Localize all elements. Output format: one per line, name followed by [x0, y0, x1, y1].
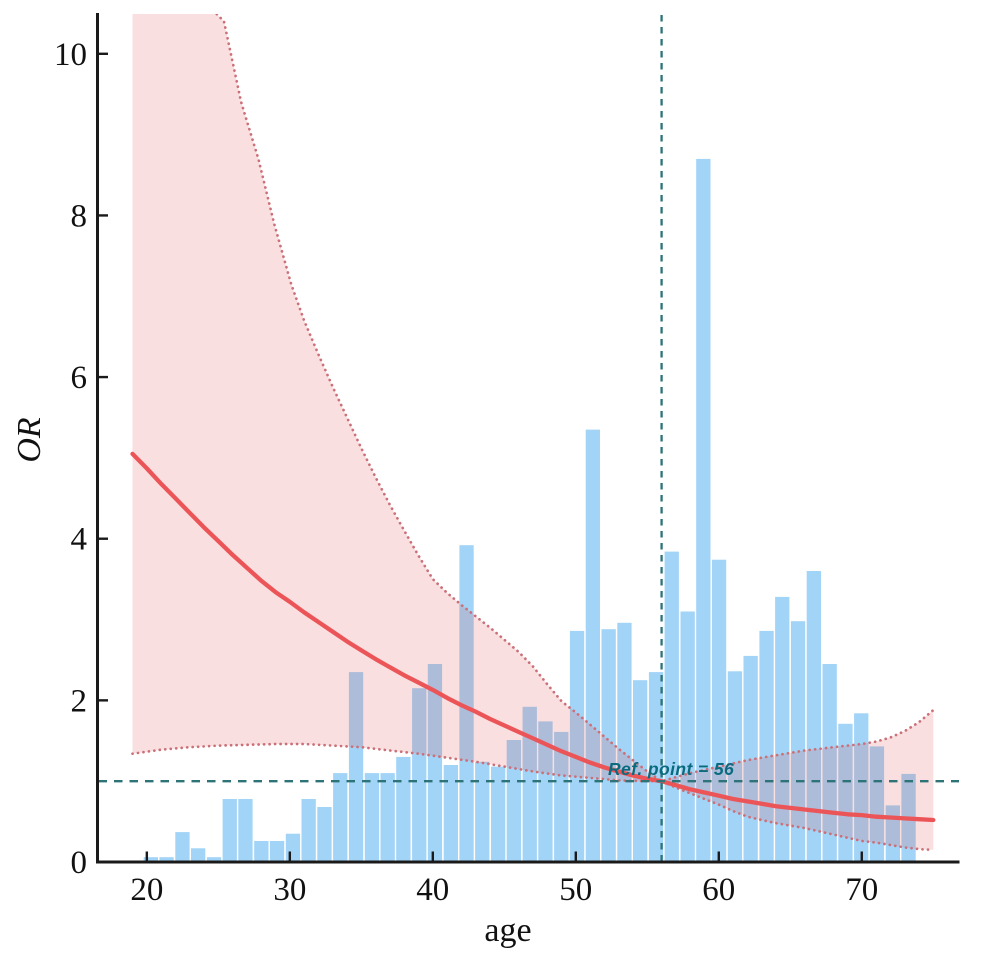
- histogram-bar: [585, 429, 600, 862]
- histogram-bar: [617, 622, 632, 862]
- histogram-bar: [222, 799, 237, 862]
- histogram-bar: [696, 158, 711, 862]
- y-tick-label: 8: [71, 198, 88, 234]
- histogram-bar: [348, 672, 364, 862]
- histogram-bar: [443, 765, 458, 862]
- y-tick-label: 4: [71, 522, 88, 558]
- histogram-bar: [333, 773, 348, 862]
- y-tick-label: 6: [71, 360, 88, 396]
- x-tick-label: 30: [273, 872, 306, 908]
- y-tick-label: 0: [71, 845, 88, 881]
- x-tick-label: 50: [559, 872, 592, 908]
- ref-point-label: Ref. point = 56: [608, 759, 734, 779]
- histogram-bar: [869, 746, 885, 862]
- histogram-bar: [380, 773, 395, 862]
- x-tick-label: 70: [845, 872, 878, 908]
- ref-lines: [98, 15, 959, 862]
- histogram-bar: [206, 857, 222, 862]
- histogram-bar: [759, 630, 774, 862]
- histogram-bar: [554, 731, 569, 862]
- histogram-bar: [364, 773, 380, 862]
- histogram-bar: [254, 841, 269, 862]
- histogram-bar: [301, 799, 316, 862]
- histogram-bars: [143, 158, 916, 862]
- histogram-bar: [775, 596, 790, 862]
- ci-band: [132, 14, 934, 850]
- histogram-bar: [648, 672, 664, 862]
- ci-upper-dotted: [214, 14, 935, 783]
- x-tick-label: 60: [702, 872, 735, 908]
- histogram-bar: [680, 611, 695, 862]
- or-curve: [130, 451, 936, 823]
- ci-lower-dotted: [131, 742, 935, 852]
- histogram-bar: [475, 761, 490, 862]
- histogram-bar: [191, 848, 206, 862]
- histogram-bar: [569, 630, 585, 862]
- histogram-bar: [522, 706, 537, 862]
- tick-labels: 0 2 4 6 8 10 20 30 40 50 60 70: [54, 37, 878, 908]
- histogram-bar: [633, 680, 648, 862]
- histogram-bar: [175, 832, 190, 862]
- histogram-bar: [538, 721, 553, 862]
- histogram-bar: [711, 559, 727, 862]
- y-tick-label: 10: [54, 37, 87, 73]
- histogram-bar: [238, 799, 253, 862]
- histogram-bar: [396, 756, 411, 862]
- histogram-bar: [317, 807, 332, 862]
- histogram-bar: [427, 664, 443, 862]
- histogram-bar: [506, 740, 521, 862]
- histogram-bar: [790, 621, 806, 862]
- histogram-bar: [412, 688, 427, 862]
- or-curve-group: [130, 451, 936, 823]
- histogram-bar: [806, 571, 821, 862]
- histogram-bar: [601, 629, 616, 862]
- histogram-bar: [491, 766, 506, 862]
- x-tick-label: 20: [130, 872, 163, 908]
- ci-band-group: [131, 14, 935, 852]
- histogram-bar: [664, 551, 679, 862]
- histogram-bar: [269, 841, 285, 862]
- histogram-bar: [854, 713, 869, 862]
- histogram-bar: [285, 833, 301, 862]
- y-tick-label: 2: [71, 683, 88, 719]
- x-axis-title: age: [484, 912, 531, 949]
- x-tick-label: 40: [416, 872, 449, 908]
- histogram-bar: [838, 723, 853, 862]
- axes: [96, 13, 960, 864]
- histogram-bar: [159, 857, 174, 862]
- y-axis-title: OR: [11, 417, 48, 463]
- histogram-bar: [459, 545, 474, 862]
- histogram-bar: [143, 857, 158, 862]
